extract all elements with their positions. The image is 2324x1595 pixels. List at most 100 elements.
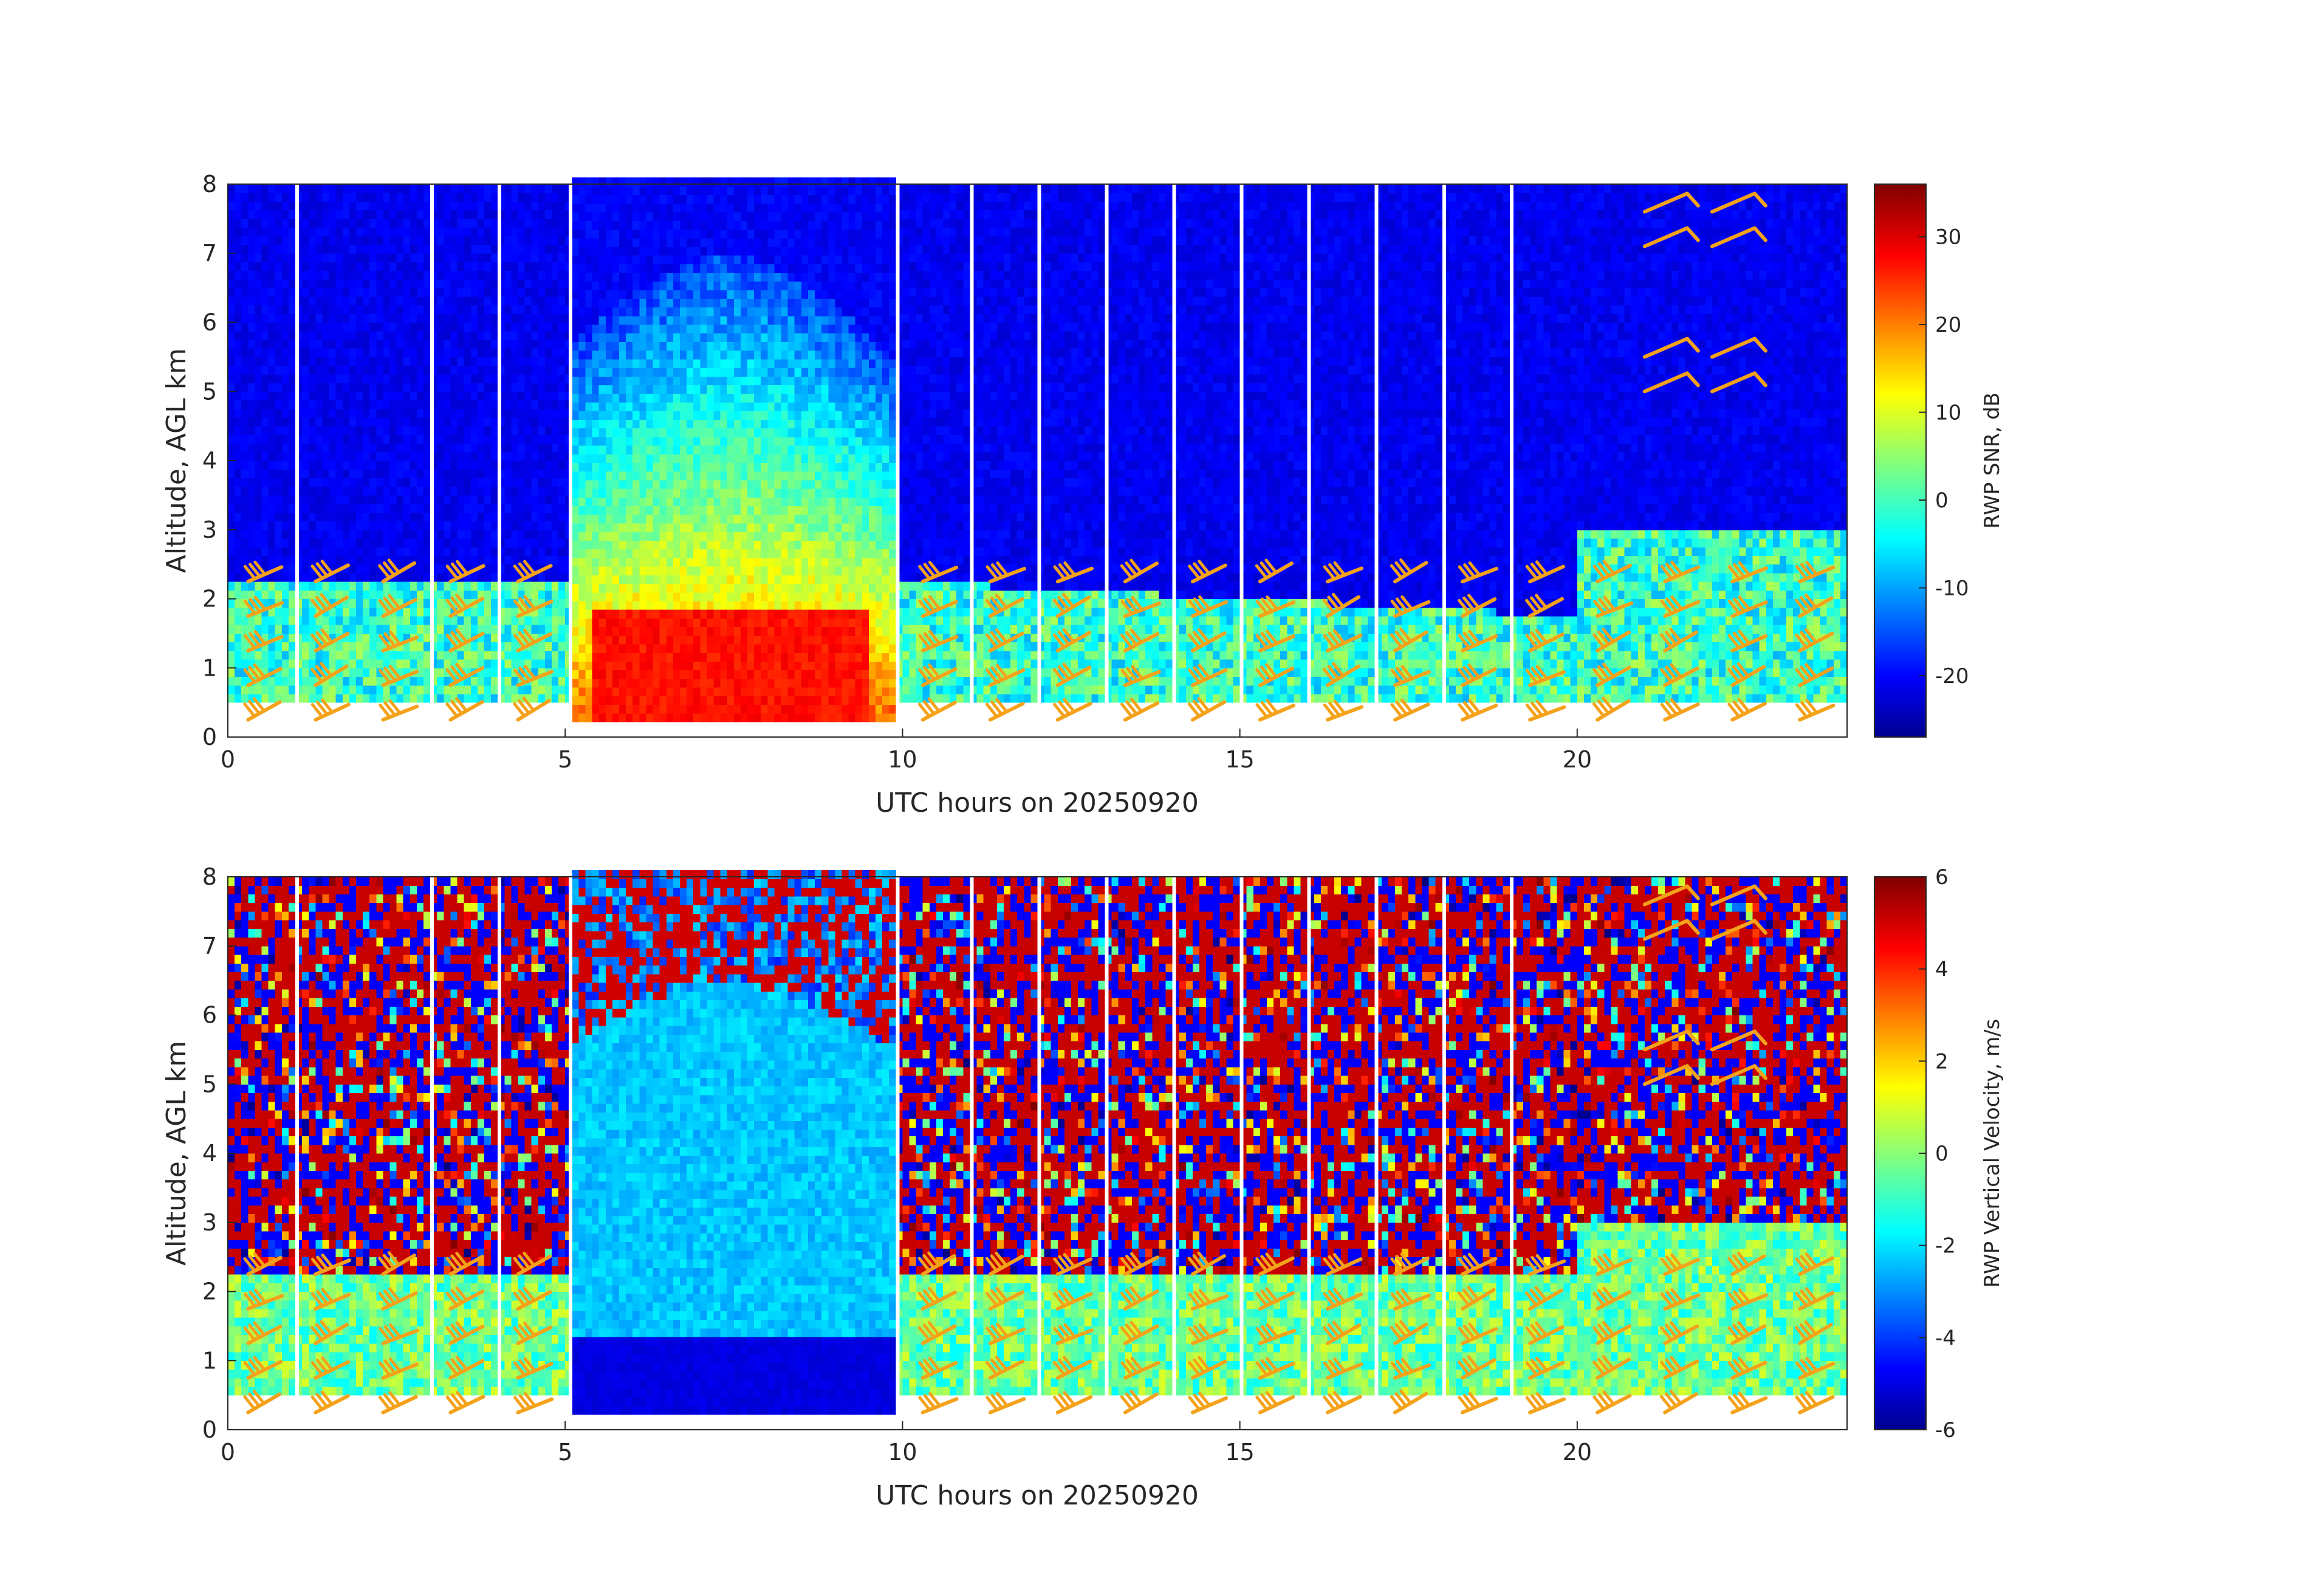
snr-cell — [667, 341, 674, 351]
snr-cell — [606, 324, 613, 334]
snr-cell — [532, 694, 539, 703]
snr-cell — [511, 530, 518, 539]
snr-cell — [309, 201, 316, 210]
snr-cell — [302, 521, 309, 530]
snr-cell — [734, 230, 741, 239]
snr-cell — [687, 221, 694, 230]
snr-cell — [363, 512, 370, 521]
snr-cell — [741, 679, 748, 688]
snr-cell — [646, 238, 654, 247]
snr-cell — [741, 670, 748, 679]
snr-cell — [727, 307, 735, 317]
snr-cell — [511, 417, 518, 427]
snr-cell — [538, 538, 546, 547]
snr-cell — [586, 290, 593, 299]
snr-cell — [586, 419, 593, 428]
snr-cell — [491, 461, 498, 470]
snr-cell — [680, 307, 687, 317]
snr-cell — [458, 262, 465, 271]
snr-cell — [578, 601, 586, 610]
snr-cell — [241, 452, 249, 461]
snr-cell — [282, 210, 289, 219]
snr-cell — [734, 532, 741, 541]
snr-cell — [687, 298, 694, 307]
snr-cell — [741, 497, 748, 506]
snr-cell — [578, 566, 586, 575]
snr-cell — [599, 601, 606, 610]
snr-cell — [545, 651, 552, 660]
snr-cell — [754, 609, 761, 619]
snr-cell — [626, 333, 633, 342]
snr-cell — [450, 487, 458, 496]
snr-cell — [727, 411, 735, 420]
snr-cell — [693, 307, 701, 317]
snr-cell — [673, 445, 680, 454]
snr-cell — [761, 566, 768, 575]
snr-cell — [504, 383, 512, 392]
snr-cell — [612, 290, 620, 299]
snr-cell — [349, 564, 357, 574]
snr-cell — [734, 515, 741, 524]
snr-cell — [667, 428, 674, 437]
snr-cell — [552, 219, 559, 228]
snr-cell — [586, 489, 593, 498]
snr-cell — [754, 558, 761, 567]
snr-cell — [612, 385, 620, 394]
snr-cell — [693, 376, 701, 385]
snr-cell — [336, 417, 343, 427]
snr-cell — [767, 549, 775, 558]
snr-cell — [754, 204, 761, 213]
snr-cell — [309, 478, 316, 487]
snr-cell — [417, 245, 424, 254]
snr-cell — [343, 555, 350, 564]
snr-cell — [532, 323, 539, 332]
snr-cell — [437, 219, 444, 228]
snr-cell — [410, 677, 417, 686]
snr-cell — [282, 530, 289, 539]
snr-cell — [599, 255, 606, 264]
snr-cell — [761, 670, 768, 679]
snr-cell — [653, 489, 660, 498]
snr-cell — [747, 713, 755, 722]
snr-cell — [282, 521, 289, 530]
snr-cell — [707, 679, 714, 688]
snr-cell — [558, 625, 566, 634]
snr-cell — [464, 348, 471, 357]
snr-cell — [687, 670, 694, 679]
snr-cell — [329, 297, 337, 306]
snr-cell — [741, 480, 748, 489]
snr-cell — [417, 357, 424, 366]
snr-cell — [417, 504, 424, 513]
snr-cell — [356, 590, 363, 599]
snr-cell — [471, 305, 478, 314]
snr-cell — [329, 625, 337, 634]
snr-cell — [687, 255, 694, 264]
snr-cell — [767, 186, 775, 195]
snr-cell — [639, 316, 646, 325]
snr-cell — [639, 273, 646, 282]
snr-cell — [289, 340, 296, 349]
snr-cell — [309, 452, 316, 461]
snr-cell — [403, 366, 411, 375]
snr-cell — [721, 376, 728, 385]
snr-cell — [302, 417, 309, 427]
snr-cell — [660, 368, 667, 377]
snr-cell — [693, 609, 701, 619]
snr-cell — [639, 627, 646, 636]
snr-cell — [700, 506, 707, 515]
snr-cell — [545, 340, 552, 349]
snr-cell — [639, 592, 646, 602]
snr-cell — [586, 454, 593, 463]
snr-cell — [632, 411, 640, 420]
snr-cell — [727, 713, 735, 722]
snr-cell — [504, 555, 512, 564]
snr-cell — [646, 644, 654, 653]
snr-cell — [275, 340, 283, 349]
snr-cell — [369, 434, 377, 444]
snr-cell — [619, 351, 626, 360]
snr-cell — [343, 487, 350, 496]
snr-cell — [572, 636, 579, 645]
snr-cell — [680, 592, 687, 602]
snr-cell — [349, 400, 357, 410]
snr-cell — [504, 521, 512, 530]
